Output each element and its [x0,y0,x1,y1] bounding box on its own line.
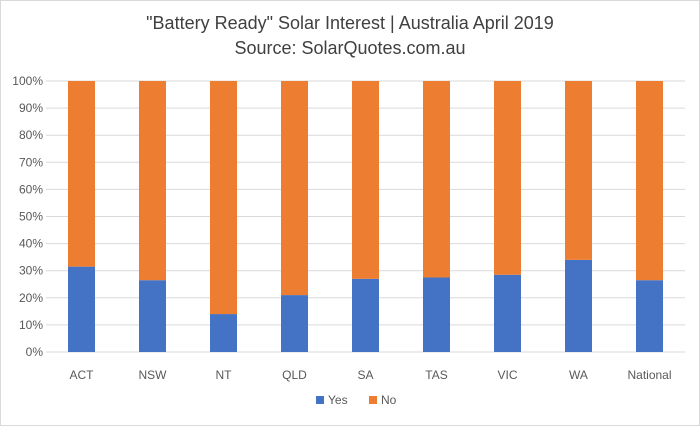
y-tick-label: 50% [19,210,43,224]
bar-no-sa [352,81,379,279]
x-axis-ticks: ACT NSW NT QLD SA TAS VIC WA National [70,368,672,382]
bar-no-nsw [139,81,166,281]
y-tick-label: 40% [19,237,43,251]
legend-label-yes: Yes [328,393,348,407]
legend-swatch-no [369,396,377,404]
y-tick-label: 80% [19,128,43,142]
bar-yes-nt [210,314,237,352]
x-tick-label: ACT [70,368,95,382]
y-tick-label: 0% [26,345,44,359]
bars [68,81,663,352]
bar-no-nt [210,81,237,315]
bar-yes-vic [494,274,521,352]
x-tick-label: NSW [139,368,168,382]
bar-no-act [68,81,95,267]
bar-yes-tas [423,277,450,352]
legend: Yes No [316,393,397,407]
chart-title: "Battery Ready" Solar Interest | Austral… [146,13,554,33]
bar-no-vic [494,81,521,275]
bar-no-national [636,81,663,281]
x-tick-label: SA [357,368,373,382]
bar-yes-act [68,266,95,352]
bar-yes-nsw [139,280,166,352]
bar-no-tas [423,81,450,278]
chart-subtitle: Source: SolarQuotes.com.au [234,38,465,58]
x-tick-label: National [627,368,671,382]
bar-yes-qld [281,295,308,352]
y-axis-ticks: 0% 10% 20% 30% 40% 50% 60% 70% 80% 90% 100% [12,74,43,359]
x-tick-label: TAS [425,368,447,382]
y-tick-label: 10% [19,318,43,332]
legend-swatch-yes [316,396,324,404]
legend-label-no: No [381,393,397,407]
bar-yes-national [636,280,663,352]
y-tick-label: 20% [19,291,43,305]
y-tick-label: 90% [19,101,43,115]
y-tick-label: 70% [19,155,43,169]
x-tick-label: QLD [282,368,307,382]
bar-no-qld [281,81,308,296]
y-tick-label: 100% [12,74,43,88]
y-tick-label: 30% [19,264,43,278]
x-tick-label: NT [216,368,233,382]
bar-yes-sa [352,278,379,352]
bar-yes-wa [565,259,592,352]
bar-no-wa [565,81,592,260]
y-tick-label: 60% [19,182,43,196]
x-tick-label: VIC [497,368,517,382]
x-tick-label: WA [569,368,588,382]
